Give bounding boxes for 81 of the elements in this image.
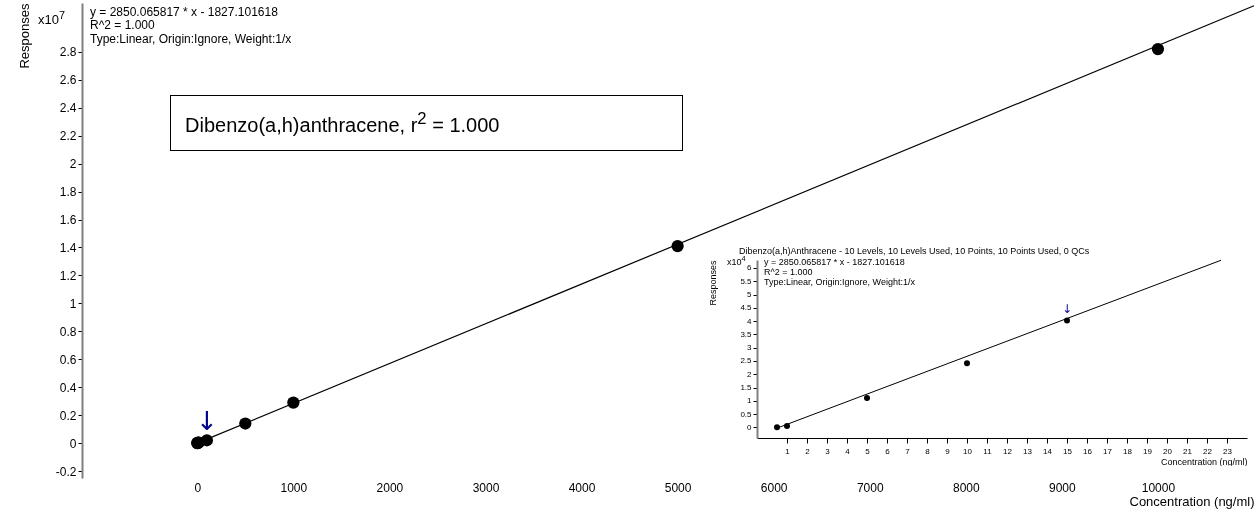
y-tick-label: 0.6	[59, 352, 77, 367]
x-tick-label: 19	[1143, 446, 1153, 456]
x-tick-label: 1000	[280, 480, 308, 495]
text-box: Dibenzo(a,h)anthracene, r$^{2}$ = 1.000	[170, 95, 683, 151]
x-tick-label: 4000	[568, 480, 596, 495]
y-axis-title: Responses	[708, 260, 719, 306]
point	[964, 360, 970, 367]
annotation: R^2 = 1.000	[90, 18, 155, 33]
x-tick-label: 17	[1103, 446, 1113, 456]
y-tick-label: 3	[747, 343, 753, 353]
x-tick-label: 2000	[376, 480, 404, 495]
y-tick-label: -0.2	[55, 464, 77, 479]
x-tick-label: 12	[1003, 446, 1013, 456]
x-tick-label: 0	[194, 480, 202, 495]
y-tick-label: 1.2	[59, 268, 77, 283]
annotation: ↓	[195, 405, 218, 436]
x-tick-label: 21	[1183, 446, 1193, 456]
x-tick-label: 11	[983, 446, 993, 456]
y-tick-label: 4	[747, 316, 753, 326]
y-tick-label: 0.5	[740, 409, 753, 419]
y-tick-label: 5	[747, 290, 753, 300]
x-tick-label: 20	[1163, 446, 1173, 456]
y-tick-label: 2	[69, 157, 77, 172]
x-tick-label: 2	[805, 446, 811, 456]
y-tick-label: 2	[747, 369, 753, 379]
text: x10$^{7}$	[38, 9, 65, 28]
annotation: x10$^{4}$	[727, 254, 746, 268]
annotation: Type:Linear, Origin:Ignore, Weight:1/x	[764, 277, 915, 288]
annotation: y = 2850.065817 * x - 1827.101618	[90, 5, 278, 20]
x-tick-label: 23	[1223, 446, 1233, 456]
x-axis-title: Concentration (ng/ml)	[1129, 493, 1255, 509]
x-tick-label: 8000	[952, 480, 980, 495]
y-tick-label: 2.2	[59, 129, 77, 144]
x-tick-label: 13	[1023, 446, 1033, 456]
y-tick-label: 2.4	[59, 101, 77, 116]
y-tick-label: 1	[69, 296, 77, 311]
x-tick-label: 4	[845, 446, 851, 456]
x-tick-label: 7	[905, 446, 911, 456]
annotation: R^2 = 1.000	[764, 267, 813, 278]
chart-title: Dibenzo(a,h)Anthracene - 10 Levels, 10 Levels Used, 10 Points, 10 Points Used, 0 QCs	[739, 245, 1090, 256]
y-tick-label: 1	[747, 396, 753, 406]
x-tick-label: 3000	[472, 480, 500, 495]
y-tick-label: 6	[747, 263, 753, 273]
x-tick-label: 10	[963, 446, 973, 456]
annotation: ↓	[1061, 301, 1073, 316]
x-tick-label: 10000	[1141, 480, 1176, 495]
x-tick-label: 1	[785, 446, 791, 456]
point	[864, 394, 870, 401]
y-tick-label: 1.5	[740, 383, 753, 393]
y-tick-label: 0.2	[59, 408, 77, 423]
y-tick-label: 0.8	[59, 324, 77, 339]
point	[774, 424, 780, 431]
x-tick-label: 9000	[1049, 480, 1077, 495]
annotation: Type:Linear, Origin:Ignore, Weight:1/x	[90, 32, 292, 47]
y-tick-label: 0	[747, 422, 753, 432]
annotation: y = 2850.065817 * x - 1827.101618	[764, 257, 905, 268]
y-tick-label: 2.5	[740, 356, 753, 366]
y-tick-label: 4.5	[740, 303, 753, 313]
x-tick-label: 15	[1063, 446, 1073, 456]
y-tick-label: 3.5	[740, 329, 753, 339]
x-tick-label: 9	[945, 446, 951, 456]
x-tick-label: 5000	[664, 480, 692, 495]
y-tick-label: 1.4	[59, 240, 77, 255]
x-tick-label: 16	[1083, 446, 1093, 456]
x-tick-label: 7000	[856, 480, 884, 495]
x-tick-label: 6	[885, 446, 891, 456]
y-axis-title: Responses	[16, 3, 32, 69]
y-tick-label: 2.6	[59, 73, 77, 88]
x-axis-title: Concentration (ng/ml)	[1160, 456, 1248, 467]
x-tick-label: 5	[865, 446, 871, 456]
y-tick-label: 5.5	[740, 276, 753, 286]
x-tick-label: 3	[825, 446, 831, 456]
x-tick-label: 22	[1203, 446, 1213, 456]
y-tick-label: 0.4	[59, 380, 77, 395]
x-tick-label: 6000	[760, 480, 788, 495]
x-tick-label: 14	[1043, 446, 1053, 456]
x-tick-label: 8	[925, 446, 931, 456]
x-tick-label: 18	[1123, 446, 1133, 456]
y-tick-label: 1.8	[59, 185, 77, 200]
y-tick-label: 2.8	[59, 45, 77, 60]
y-tick-label: 1.6	[59, 213, 77, 228]
